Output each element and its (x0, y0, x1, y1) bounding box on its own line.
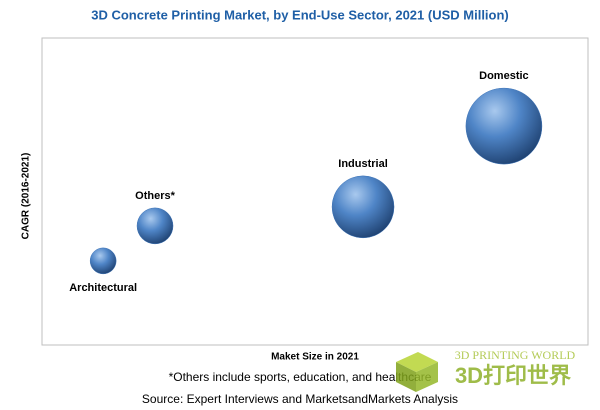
source: Source: Expert Interviews and Marketsand… (142, 392, 458, 406)
bubble-label: Others* (135, 190, 175, 202)
bubble (331, 175, 395, 239)
x-axis-label: Maket Size in 2021 (271, 352, 359, 363)
bubble (89, 247, 117, 275)
watermark-icon (396, 362, 416, 392)
y-axis-label: CAGR (2016-2021) (21, 153, 32, 240)
bubble-label: Domestic (479, 70, 529, 82)
watermark: 3D PRINTING WORLD 3D打印世界 (396, 348, 576, 392)
bubble (136, 207, 174, 245)
bubble-label: Architectural (69, 282, 137, 294)
watermark-icon (416, 362, 438, 392)
bubble (465, 87, 543, 165)
watermark-text: 3D PRINTING WORLD (455, 348, 576, 362)
chart-title: 3D Concrete Printing Market, by End-Use … (91, 7, 509, 22)
plot-frame (41, 37, 589, 346)
bubble-label: Industrial (338, 158, 388, 170)
footnote: *Others include sports, education, and h… (169, 370, 432, 384)
watermark-icon (396, 352, 438, 372)
watermark-text: 3D打印世界 (455, 363, 571, 388)
